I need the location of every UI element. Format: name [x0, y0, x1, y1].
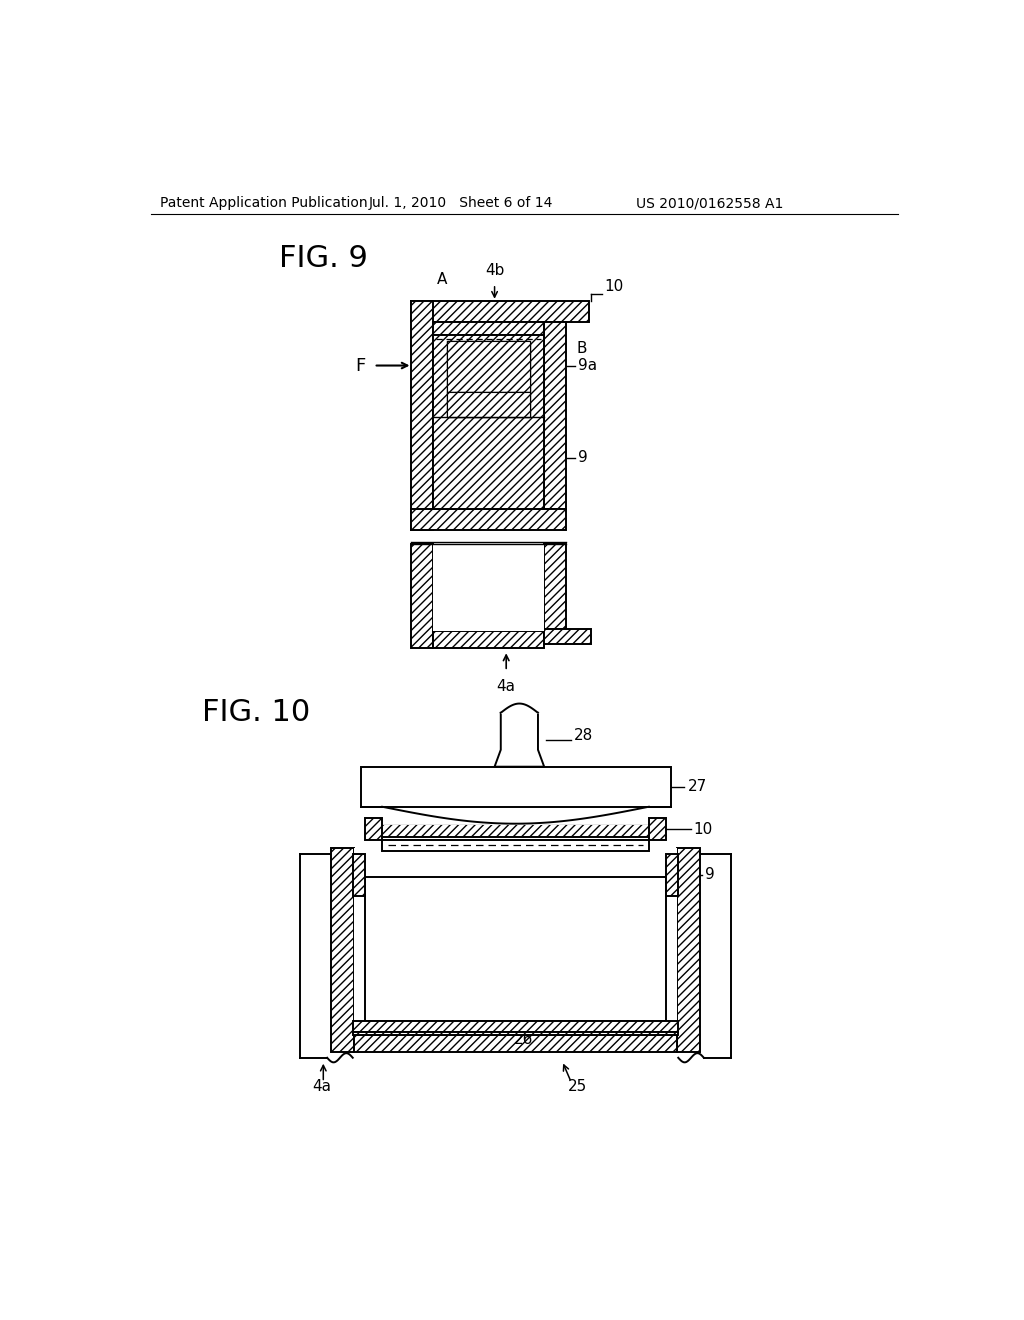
Text: FIG. 9: FIG. 9: [280, 244, 368, 273]
Bar: [411, 544, 432, 648]
Text: FIG. 10: FIG. 10: [202, 698, 310, 727]
Text: 10: 10: [604, 280, 624, 294]
Text: 27: 27: [687, 779, 707, 795]
Bar: [432, 322, 544, 508]
Bar: [446, 392, 530, 417]
Text: 9c: 9c: [480, 359, 497, 374]
Bar: [544, 322, 566, 508]
Text: 28: 28: [573, 729, 593, 743]
Text: 22: 22: [632, 820, 651, 836]
Text: 4a: 4a: [312, 1078, 331, 1094]
Bar: [366, 818, 382, 840]
Text: 4c: 4c: [378, 1019, 395, 1034]
Bar: [677, 847, 700, 1052]
Bar: [411, 301, 589, 322]
Bar: [354, 1035, 677, 1052]
Bar: [352, 1020, 678, 1032]
Bar: [360, 767, 671, 807]
Bar: [544, 628, 591, 644]
Bar: [352, 854, 366, 896]
Text: US 2010/0162558 A1: US 2010/0162558 A1: [636, 197, 783, 210]
Text: 10a: 10a: [475, 397, 502, 412]
Text: 4b: 4b: [490, 824, 510, 838]
Text: Patent Application Publication: Patent Application Publication: [160, 197, 368, 210]
Text: 9: 9: [579, 450, 588, 466]
Text: F: F: [355, 356, 366, 375]
Bar: [432, 335, 544, 508]
Text: A: A: [436, 272, 447, 286]
Bar: [411, 508, 566, 531]
Text: 9a: 9a: [579, 358, 597, 374]
Text: 4b: 4b: [485, 263, 504, 277]
Bar: [354, 847, 677, 1035]
Text: 25: 25: [568, 1078, 587, 1094]
Bar: [446, 341, 530, 392]
Bar: [331, 847, 354, 1052]
Text: 26: 26: [514, 1032, 532, 1047]
Text: B: B: [577, 341, 587, 356]
Text: 9: 9: [705, 867, 715, 882]
Bar: [369, 825, 663, 837]
Text: 4a: 4a: [497, 678, 516, 694]
Bar: [352, 1032, 678, 1035]
Text: 10: 10: [693, 821, 713, 837]
Bar: [366, 876, 666, 1020]
Text: 2: 2: [432, 858, 441, 873]
Bar: [411, 301, 432, 531]
Bar: [446, 392, 530, 417]
Bar: [649, 818, 666, 840]
Bar: [382, 840, 649, 851]
Bar: [544, 544, 566, 628]
Bar: [446, 341, 530, 392]
Bar: [666, 854, 678, 896]
Polygon shape: [495, 713, 544, 767]
Bar: [432, 322, 544, 335]
Bar: [432, 631, 544, 648]
Bar: [432, 544, 544, 631]
Text: Jul. 1, 2010   Sheet 6 of 14: Jul. 1, 2010 Sheet 6 of 14: [369, 197, 553, 210]
